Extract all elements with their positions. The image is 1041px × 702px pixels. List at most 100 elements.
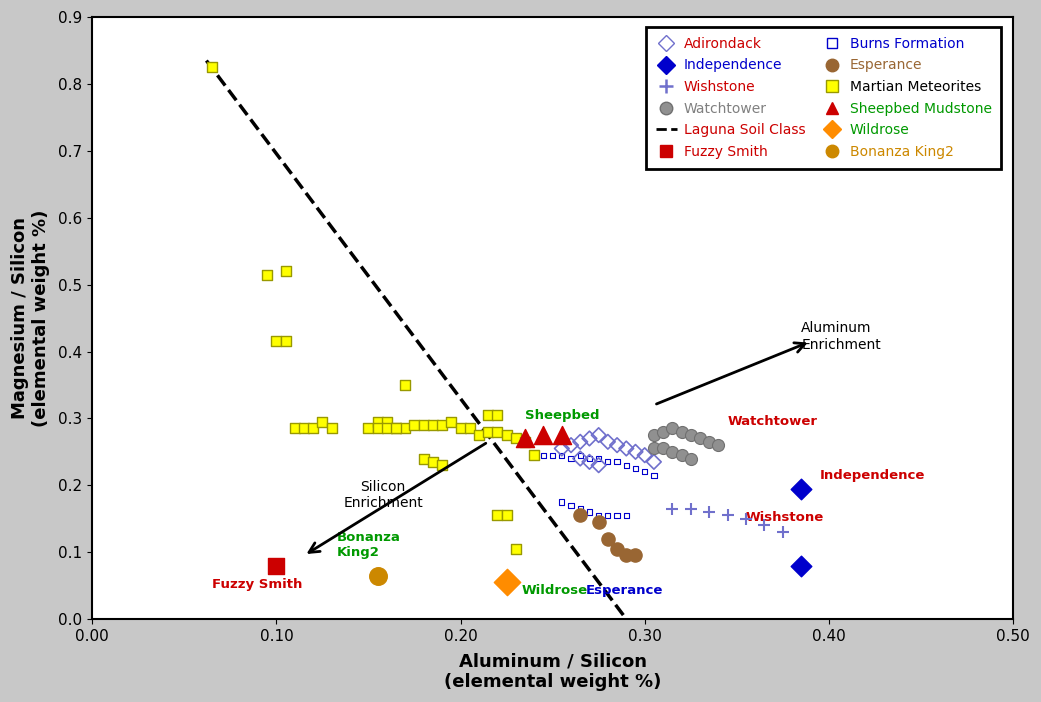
Point <box>609 456 626 468</box>
Point <box>499 576 515 588</box>
Point <box>415 453 432 464</box>
Point <box>480 426 497 437</box>
Text: Independence: Independence <box>819 469 925 482</box>
Point <box>645 443 662 454</box>
Point <box>387 423 404 434</box>
Text: Wishstone: Wishstone <box>746 511 824 524</box>
Point <box>609 543 626 555</box>
Point <box>636 449 653 461</box>
Text: Aluminum
Enrichment: Aluminum Enrichment <box>802 322 881 352</box>
Point <box>443 416 460 428</box>
Point <box>572 436 588 447</box>
Point <box>581 456 598 468</box>
Point <box>415 420 432 431</box>
Point <box>719 510 736 521</box>
Text: Watchtower: Watchtower <box>728 416 817 428</box>
Point <box>516 433 533 444</box>
Point <box>581 506 598 517</box>
Point <box>600 510 616 521</box>
Point <box>691 433 708 444</box>
Point <box>627 463 643 474</box>
Point <box>590 510 607 521</box>
Point <box>259 269 276 280</box>
Point <box>738 513 755 524</box>
Point <box>535 449 552 461</box>
Point <box>471 430 487 441</box>
Point <box>499 430 515 441</box>
Point <box>526 449 542 461</box>
Point <box>600 533 616 544</box>
Point <box>609 510 626 521</box>
Point <box>655 443 671 454</box>
Point <box>296 423 312 434</box>
Legend: Adirondack, Independence, Wishstone, Watchtower, Laguna Soil Class, Fuzzy Smith,: Adirondack, Independence, Wishstone, Wat… <box>646 27 1001 168</box>
Text: Wildrose: Wildrose <box>522 584 587 597</box>
Point <box>370 416 386 428</box>
Point <box>554 430 570 441</box>
Point <box>554 496 570 508</box>
Point <box>581 433 598 444</box>
Point <box>387 423 404 434</box>
Point <box>572 503 588 515</box>
Point <box>286 423 303 434</box>
X-axis label: Aluminum / Silicon
(elemental weight %): Aluminum / Silicon (elemental weight %) <box>443 652 661 691</box>
Point <box>406 420 423 431</box>
Point <box>618 460 635 471</box>
Point <box>489 510 506 521</box>
Point <box>775 526 791 538</box>
Point <box>489 409 506 420</box>
Point <box>572 453 588 464</box>
Point <box>674 449 690 461</box>
Point <box>397 379 413 390</box>
Point <box>314 416 331 428</box>
Point <box>683 503 700 515</box>
Point <box>563 500 580 511</box>
Point <box>425 456 441 468</box>
Point <box>701 436 717 447</box>
Point <box>507 433 524 444</box>
Point <box>590 430 607 441</box>
Point <box>268 560 284 571</box>
Point <box>645 430 662 441</box>
Point <box>793 560 810 571</box>
Point <box>572 449 588 461</box>
Point <box>674 426 690 437</box>
Point <box>379 416 396 428</box>
Point <box>600 436 616 447</box>
Point <box>305 423 322 434</box>
Point <box>277 265 294 277</box>
Text: Fuzzy Smith: Fuzzy Smith <box>212 578 302 591</box>
Point <box>397 423 413 434</box>
Point <box>590 453 607 464</box>
Point <box>636 466 653 477</box>
Point <box>627 446 643 458</box>
Point <box>793 483 810 494</box>
Point <box>581 453 598 464</box>
Point <box>480 409 497 420</box>
Point <box>360 423 377 434</box>
Point <box>645 470 662 481</box>
Text: Bonanza
King2: Bonanza King2 <box>337 531 401 559</box>
Point <box>572 510 588 521</box>
Point <box>618 443 635 454</box>
Point <box>701 506 717 517</box>
Point <box>507 543 524 555</box>
Point <box>461 423 478 434</box>
Point <box>618 510 635 521</box>
Point <box>535 430 552 441</box>
Point <box>655 426 671 437</box>
Point <box>370 423 386 434</box>
Point <box>600 456 616 468</box>
Point <box>590 517 607 528</box>
Point <box>434 420 451 431</box>
Point <box>452 423 468 434</box>
Point <box>204 62 221 73</box>
Y-axis label: Magnesium / Silicon
(elemental weight %): Magnesium / Silicon (elemental weight %) <box>11 209 50 427</box>
Point <box>489 426 506 437</box>
Point <box>370 570 386 581</box>
Text: Silicon
Enrichment: Silicon Enrichment <box>344 480 423 510</box>
Point <box>683 430 700 441</box>
Point <box>554 443 570 454</box>
Point <box>499 510 515 521</box>
Point <box>710 439 727 451</box>
